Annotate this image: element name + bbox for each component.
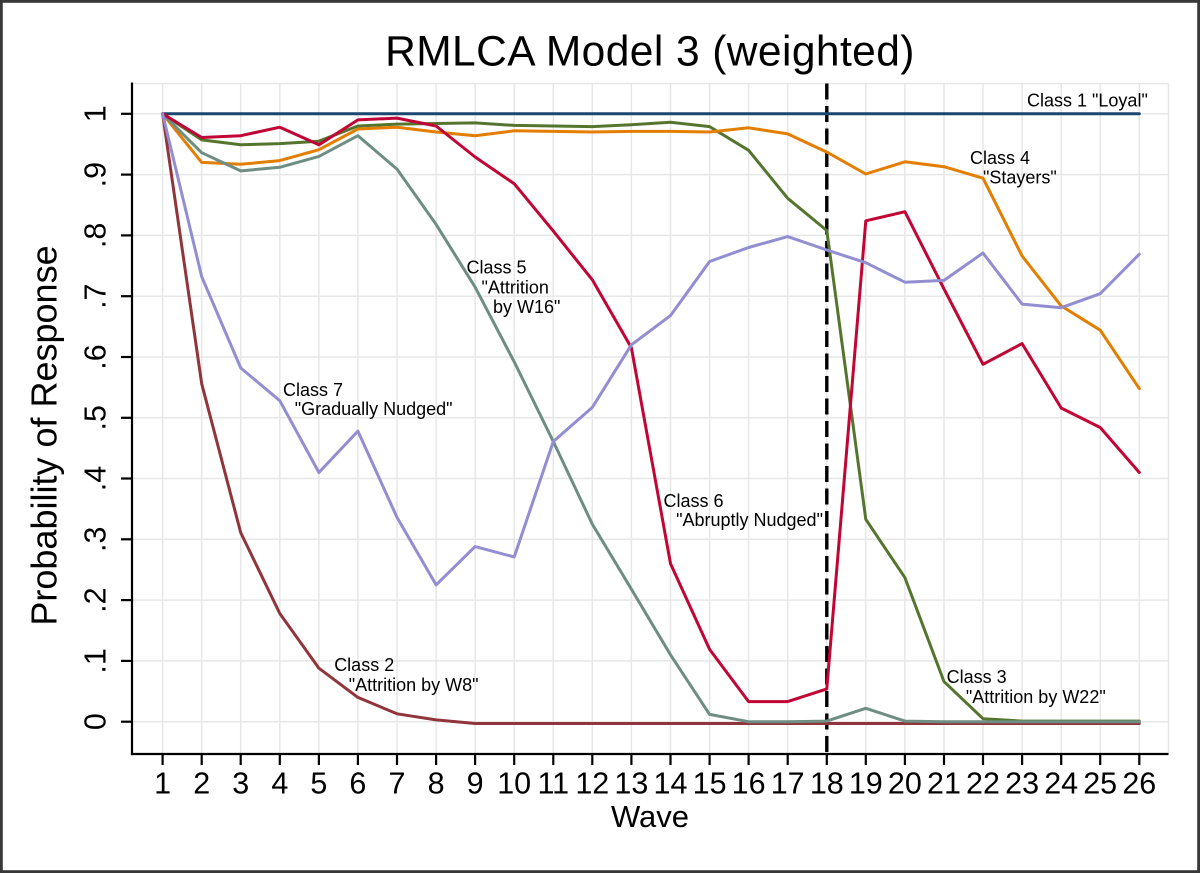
svg-text:Class 5: Class 5 <box>467 258 527 278</box>
svg-text:15: 15 <box>693 766 727 800</box>
svg-text:4: 4 <box>271 766 288 800</box>
svg-text:24: 24 <box>1044 766 1078 800</box>
svg-text:"Attrition by W22": "Attrition by W22" <box>966 687 1106 707</box>
svg-text:Class 3: Class 3 <box>947 667 1007 687</box>
svg-text:Class 6: Class 6 <box>664 491 724 511</box>
svg-text:19: 19 <box>849 766 883 800</box>
svg-text:"Gradually Nudged": "Gradually Nudged" <box>295 399 453 419</box>
svg-text:Class 4: Class 4 <box>970 148 1030 168</box>
svg-text:.1: .1 <box>79 648 113 673</box>
svg-text:18: 18 <box>810 766 844 800</box>
svg-text:"Attrition: "Attrition <box>482 277 549 297</box>
svg-text:23: 23 <box>1005 766 1039 800</box>
svg-text:13: 13 <box>614 766 648 800</box>
svg-text:6: 6 <box>349 766 366 800</box>
svg-text:8: 8 <box>428 766 445 800</box>
svg-text:Class 1 "Loyal": Class 1 "Loyal" <box>1027 90 1148 110</box>
svg-text:Probability of Response: Probability of Response <box>24 245 65 625</box>
svg-text:Wave: Wave <box>611 799 689 834</box>
svg-text:RMLCA Model 3 (weighted): RMLCA Model 3 (weighted) <box>385 29 915 76</box>
svg-text:17: 17 <box>771 766 805 800</box>
svg-text:Class 7: Class 7 <box>283 380 343 400</box>
svg-text:.8: .8 <box>79 223 113 248</box>
svg-text:.3: .3 <box>79 527 113 552</box>
svg-text:12: 12 <box>575 766 609 800</box>
svg-text:by W16": by W16" <box>493 297 560 317</box>
svg-text:14: 14 <box>654 766 688 800</box>
svg-text:11: 11 <box>537 766 569 800</box>
svg-text:.4: .4 <box>79 466 113 491</box>
svg-text:.5: .5 <box>79 405 113 430</box>
svg-text:0: 0 <box>79 713 113 730</box>
svg-text:25: 25 <box>1083 766 1117 800</box>
svg-text:16: 16 <box>732 766 766 800</box>
svg-text:Class 2: Class 2 <box>334 655 394 675</box>
svg-text:.9: .9 <box>79 162 113 187</box>
svg-text:.6: .6 <box>79 344 113 369</box>
svg-text:.7: .7 <box>79 283 113 308</box>
svg-text:3: 3 <box>232 766 249 800</box>
svg-text:22: 22 <box>966 766 1000 800</box>
svg-text:9: 9 <box>467 766 484 800</box>
svg-text:"Attrition by W8": "Attrition by W8" <box>349 675 479 695</box>
svg-text:1: 1 <box>154 766 171 800</box>
svg-text:2: 2 <box>193 766 210 800</box>
svg-text:7: 7 <box>389 766 406 800</box>
svg-text:1: 1 <box>79 105 113 122</box>
svg-text:"Abruptly Nudged": "Abruptly Nudged" <box>676 510 823 530</box>
svg-text:20: 20 <box>888 766 922 800</box>
svg-text:26: 26 <box>1122 766 1156 800</box>
svg-text:"Stayers": "Stayers" <box>983 167 1057 187</box>
svg-text:21: 21 <box>927 766 961 800</box>
svg-text:10: 10 <box>497 766 531 800</box>
svg-text:5: 5 <box>310 766 327 800</box>
svg-text:.2: .2 <box>79 587 113 612</box>
